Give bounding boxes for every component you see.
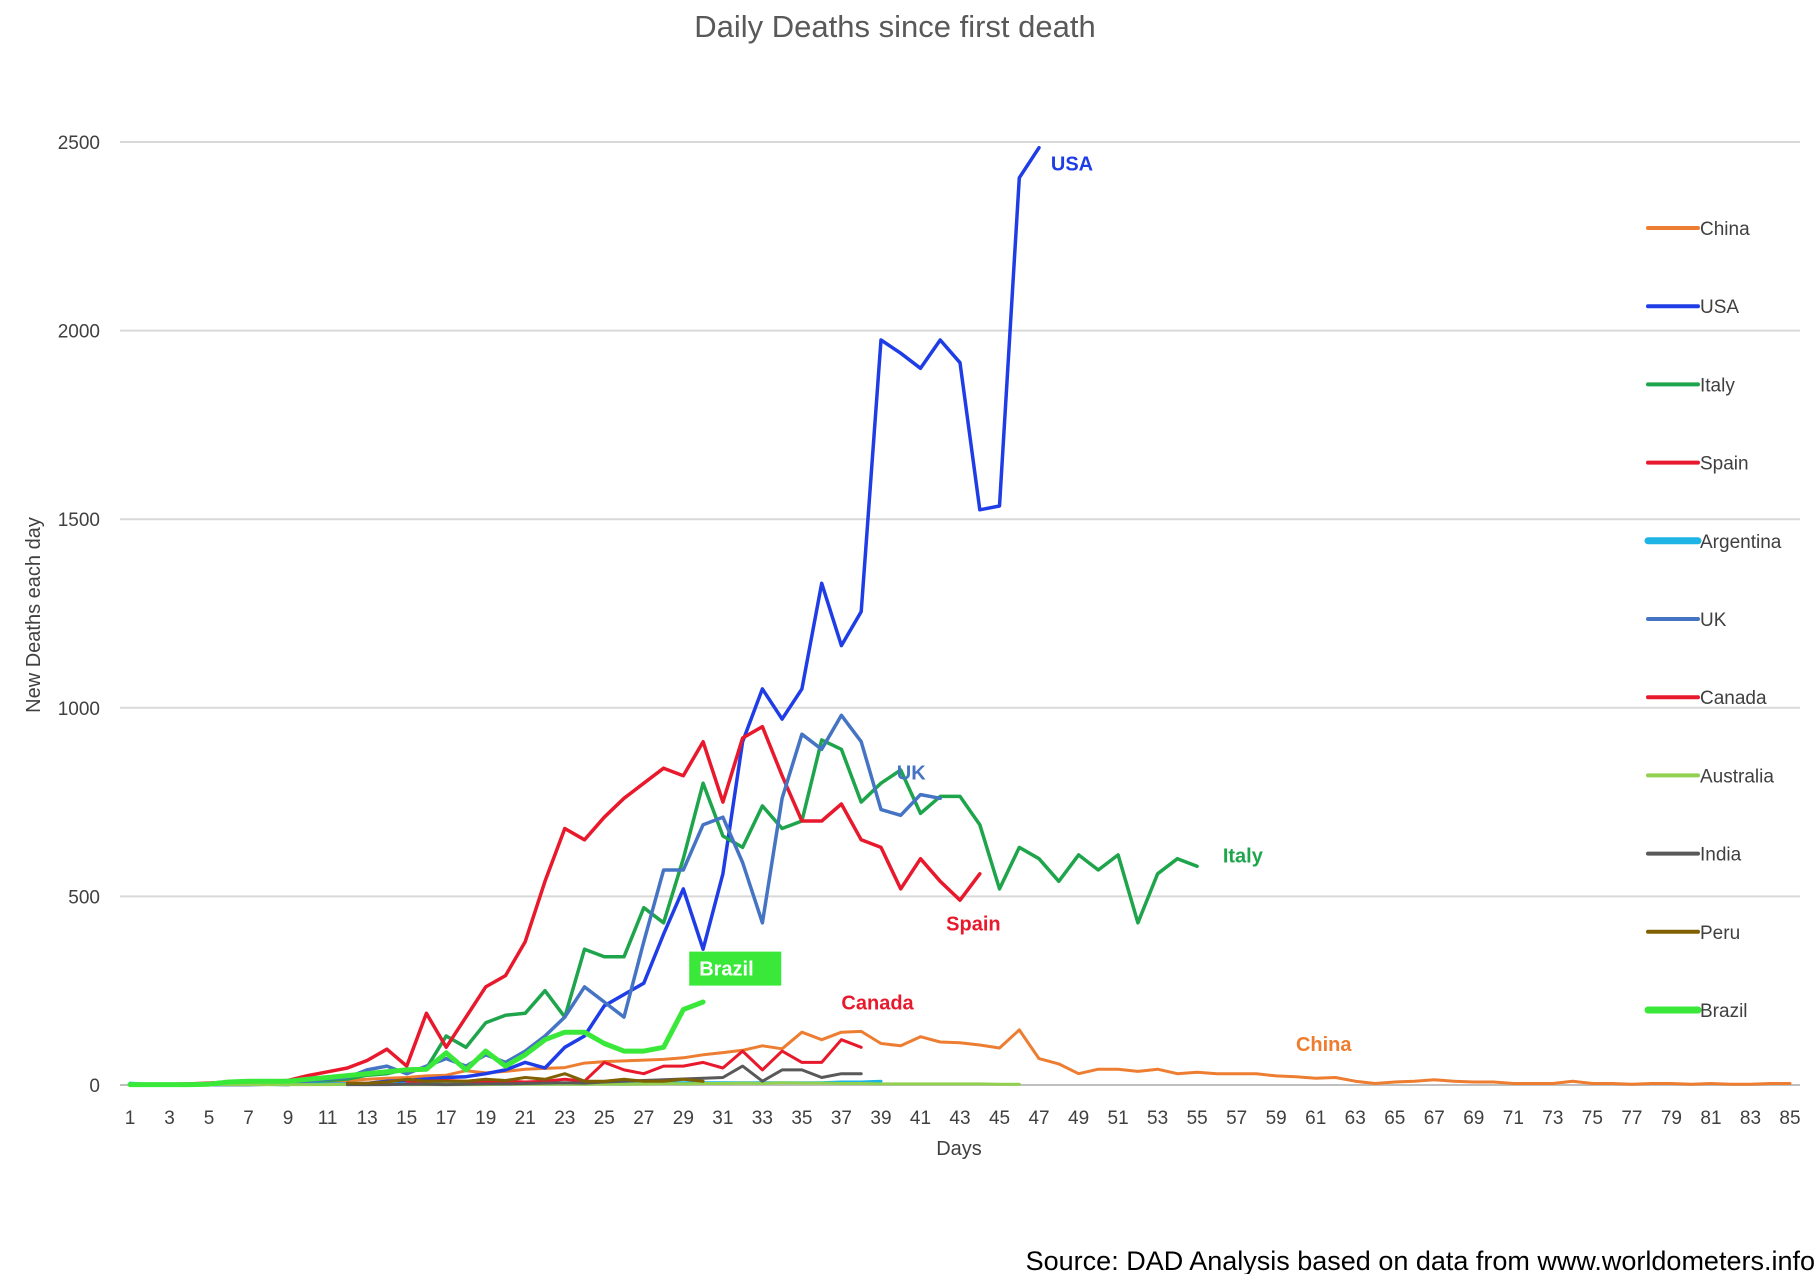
x-tick-label: 49 bbox=[1068, 1108, 1089, 1129]
x-tick-label: 9 bbox=[283, 1108, 294, 1129]
x-tick-label: 25 bbox=[594, 1108, 615, 1129]
annotation-china: China bbox=[1296, 1034, 1352, 1056]
x-tick-label: 39 bbox=[870, 1108, 891, 1129]
y-tick-label: 1000 bbox=[58, 699, 100, 720]
annotation-uk: UK bbox=[897, 762, 926, 784]
y-axis-ticks: 0 500 1000 1500 2000 2500 bbox=[58, 133, 100, 1097]
x-tick-label: 19 bbox=[475, 1108, 496, 1129]
legend-item: USA bbox=[1646, 297, 1739, 318]
annotation-italy: Italy bbox=[1223, 845, 1264, 867]
x-tick-label: 69 bbox=[1463, 1108, 1484, 1129]
y-tick-label: 0 bbox=[89, 1076, 100, 1097]
series-lines bbox=[127, 145, 1792, 1088]
legend-label: Peru bbox=[1700, 923, 1740, 944]
series-line-brazil bbox=[127, 999, 706, 1088]
annotation-box bbox=[689, 951, 782, 986]
x-tick-label: 41 bbox=[910, 1108, 931, 1129]
x-tick-label: 83 bbox=[1740, 1108, 1761, 1129]
x-tick-label: 75 bbox=[1582, 1108, 1603, 1129]
legend-label: Brazil bbox=[1700, 1001, 1748, 1022]
x-tick-label: 65 bbox=[1384, 1108, 1405, 1129]
x-tick-label: 31 bbox=[712, 1108, 733, 1129]
y-axis-label: New Deaths each day bbox=[23, 517, 45, 713]
legend-label: Argentina bbox=[1700, 532, 1782, 553]
x-tick-label: 1 bbox=[125, 1108, 136, 1129]
legend-label: Australia bbox=[1700, 766, 1774, 787]
x-tick-label: 77 bbox=[1621, 1108, 1642, 1129]
x-tick-label: 35 bbox=[791, 1108, 812, 1129]
series-line-uk bbox=[128, 713, 942, 1087]
legend-label: India bbox=[1700, 845, 1742, 866]
source-note: Source: DAD Analysis based on data from … bbox=[1026, 1246, 1815, 1274]
x-tick-label: 5 bbox=[204, 1108, 215, 1129]
x-tick-label: 21 bbox=[515, 1108, 536, 1129]
x-tick-label: 17 bbox=[436, 1108, 457, 1129]
y-tick-label: 2000 bbox=[58, 322, 100, 343]
legend-label: UK bbox=[1700, 610, 1727, 631]
x-tick-label: 29 bbox=[673, 1108, 694, 1129]
x-tick-label: 61 bbox=[1305, 1108, 1326, 1129]
series-line-usa bbox=[128, 145, 1041, 1087]
x-tick-label: 47 bbox=[1028, 1108, 1049, 1129]
annotation-canada: Canada bbox=[841, 993, 914, 1015]
x-tick-label: 73 bbox=[1542, 1108, 1563, 1129]
annotation-brazil: Brazil bbox=[699, 959, 753, 981]
x-tick-label: 27 bbox=[633, 1108, 654, 1129]
legend-item: Brazil bbox=[1644, 1001, 1748, 1022]
x-tick-label: 11 bbox=[318, 1108, 338, 1129]
y-tick-label: 2500 bbox=[58, 133, 100, 154]
x-tick-label: 37 bbox=[831, 1108, 852, 1129]
x-tick-label: 85 bbox=[1779, 1108, 1800, 1129]
y-tick-label: 1500 bbox=[58, 510, 100, 531]
x-tick-label: 15 bbox=[396, 1108, 417, 1129]
x-axis-ticks: 1 3 5 7 9 11 13 15 17 19 21 23 25 27 29 31 33 35 37 39 41 43 4… bbox=[125, 1108, 1801, 1129]
legend-label: Canada bbox=[1700, 688, 1767, 709]
gridlines bbox=[120, 141, 1800, 1086]
legend-item: Spain bbox=[1646, 454, 1749, 475]
annotation-spain: Spain bbox=[946, 913, 1000, 935]
legend-label: USA bbox=[1700, 297, 1739, 318]
x-axis-label: Days bbox=[936, 1138, 982, 1160]
series-line-peru bbox=[345, 1072, 705, 1085]
series-line-italy bbox=[128, 738, 1199, 1087]
x-tick-label: 81 bbox=[1700, 1108, 1721, 1129]
x-tick-label: 23 bbox=[554, 1108, 575, 1129]
legend-label: Spain bbox=[1700, 454, 1749, 475]
series-annotations: USA UK Italy Spain Brazil Canada China bbox=[689, 153, 1352, 1056]
x-tick-label: 51 bbox=[1108, 1108, 1129, 1129]
legend-label: China bbox=[1700, 219, 1750, 240]
x-tick-label: 67 bbox=[1424, 1108, 1445, 1129]
legend-label: Italy bbox=[1700, 375, 1735, 396]
legend-item: Australia bbox=[1646, 766, 1774, 787]
legend-item: UK bbox=[1646, 610, 1727, 631]
y-tick-label: 500 bbox=[68, 887, 100, 908]
x-tick-label: 45 bbox=[989, 1108, 1010, 1129]
x-tick-label: 53 bbox=[1147, 1108, 1168, 1129]
legend-item: China bbox=[1646, 219, 1750, 240]
legend-item: Peru bbox=[1646, 923, 1740, 944]
x-tick-label: 7 bbox=[243, 1108, 254, 1129]
legend-item: Argentina bbox=[1644, 532, 1782, 553]
x-tick-label: 55 bbox=[1187, 1108, 1208, 1129]
legend-item: Italy bbox=[1646, 375, 1735, 396]
x-tick-label: 43 bbox=[949, 1108, 970, 1129]
x-tick-label: 79 bbox=[1661, 1108, 1682, 1129]
legend: China USA Italy Spain Argentina UK Canada Austr… bbox=[1644, 219, 1782, 1022]
chart-title: Daily Deaths since first death bbox=[694, 9, 1095, 44]
x-tick-label: 13 bbox=[357, 1108, 378, 1129]
legend-item: Canada bbox=[1646, 688, 1767, 709]
x-tick-label: 57 bbox=[1226, 1108, 1247, 1129]
x-tick-label: 59 bbox=[1266, 1108, 1287, 1129]
x-tick-label: 63 bbox=[1345, 1108, 1366, 1129]
x-tick-label: 3 bbox=[164, 1108, 175, 1129]
x-tick-label: 33 bbox=[752, 1108, 773, 1129]
x-tick-label: 71 bbox=[1503, 1108, 1524, 1129]
legend-item: India bbox=[1646, 845, 1742, 866]
series-line-canada bbox=[405, 1038, 863, 1084]
series-line-china bbox=[128, 1028, 1792, 1087]
annotation-usa: USA bbox=[1051, 153, 1093, 175]
